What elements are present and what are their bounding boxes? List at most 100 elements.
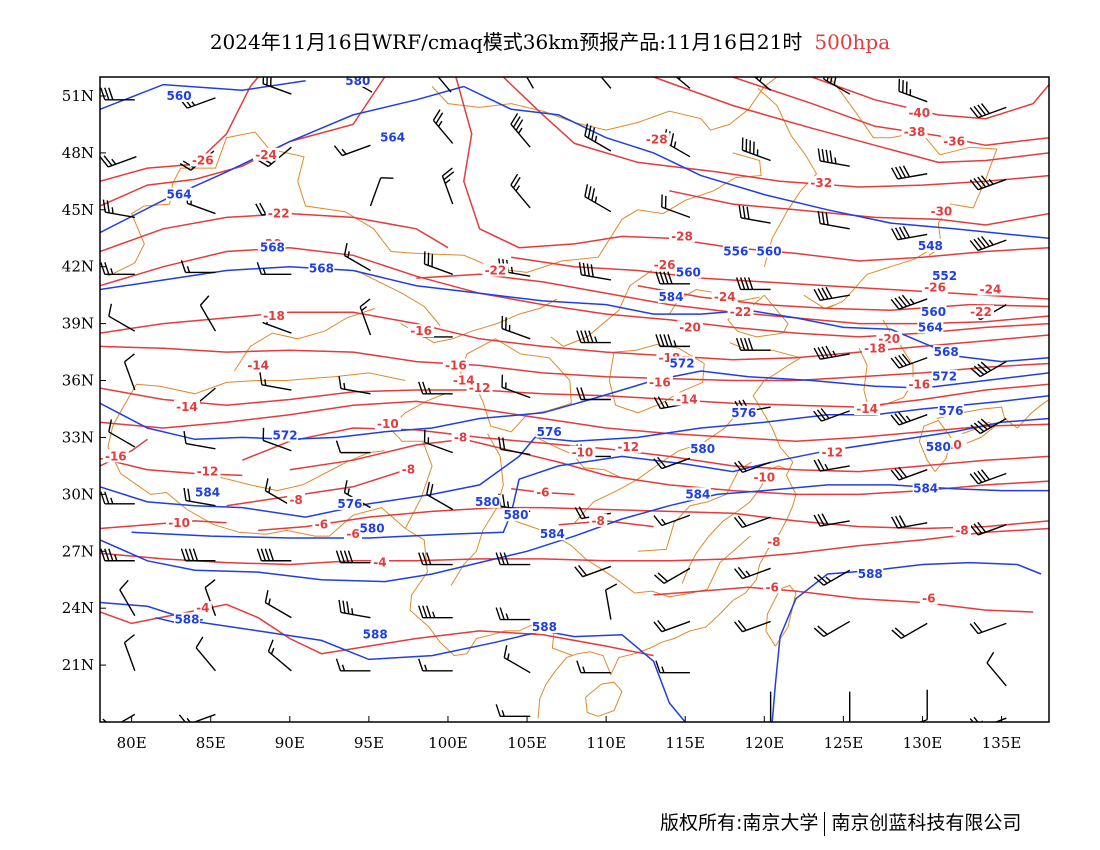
temperature-label: -24 xyxy=(255,148,277,162)
temperature-contour xyxy=(811,77,1049,120)
height-label: 552 xyxy=(932,269,957,283)
wind-barb xyxy=(338,375,371,395)
temperature-label-bg xyxy=(669,229,696,243)
y-tick-label: 48N xyxy=(62,144,94,162)
height-label-bg xyxy=(912,481,939,495)
wind-barb xyxy=(100,155,137,168)
temperature-label-bg xyxy=(569,445,596,459)
wind-barb xyxy=(969,469,1007,485)
height-label: 588 xyxy=(363,628,388,642)
height-label-bg xyxy=(359,521,386,535)
height-label: 576 xyxy=(337,497,362,511)
height-label: 560 xyxy=(676,265,701,279)
wind-barb xyxy=(180,260,216,274)
wind-barb xyxy=(108,419,136,448)
height-label-bg xyxy=(308,261,335,275)
temperature-label: -6 xyxy=(346,527,359,541)
temperature-label: -28 xyxy=(671,229,693,243)
wind-barb xyxy=(183,430,216,450)
temperature-label: -26 xyxy=(654,258,676,272)
copyright: 版权所有:南京大学 南京创蓝科技有限公司 xyxy=(660,808,1021,836)
wind-barb xyxy=(267,639,292,672)
wind-barb xyxy=(969,175,1007,191)
height-label-bg xyxy=(917,320,944,334)
height-label: 572 xyxy=(932,370,957,384)
height-label-bg xyxy=(173,612,200,626)
wind-barb xyxy=(256,548,292,562)
wind-barb xyxy=(970,360,1007,378)
height-label: 580 xyxy=(360,522,385,536)
height-label: 584 xyxy=(685,487,710,501)
height-label: 588 xyxy=(532,620,557,634)
wind-barb xyxy=(653,456,691,470)
temperature-label: -40 xyxy=(908,106,930,120)
wind-barb xyxy=(437,77,452,93)
wind-barb xyxy=(195,636,216,672)
temperature-label: -8 xyxy=(955,523,968,537)
y-axis: 51N 48N 45N 42N 39N 36N 33N 30N 27N 24N 21N xyxy=(62,87,106,674)
temperature-label: -12 xyxy=(821,446,843,460)
height-label: 572 xyxy=(670,356,695,370)
wind-barb xyxy=(604,583,618,620)
temperature-label-bg xyxy=(253,147,280,161)
temperature-label: -14 xyxy=(676,393,698,407)
wind-barb xyxy=(767,691,772,722)
temperature-label: -14 xyxy=(453,374,475,388)
pressure-level-label: 500hpa xyxy=(814,30,891,54)
temperature-contour xyxy=(100,345,1049,382)
temperature-contour xyxy=(289,438,1049,496)
temperature-label-bg xyxy=(370,555,389,569)
temperature-label: -4 xyxy=(373,556,386,570)
wind-barb xyxy=(180,548,216,562)
height-label-bg xyxy=(502,508,529,522)
height-label: 584 xyxy=(195,485,220,499)
wind-barb xyxy=(525,77,534,89)
temperature-contour xyxy=(100,311,1049,361)
height-label-bg xyxy=(272,428,299,442)
wind-barb xyxy=(578,262,611,281)
wind-barb xyxy=(100,262,135,275)
height-label: 556 xyxy=(723,245,748,259)
height-label: 564 xyxy=(167,188,192,202)
y-tick-label: 39N xyxy=(62,315,94,333)
wind-barb xyxy=(655,334,690,348)
temperature-label-bg xyxy=(651,257,678,271)
height-label-bg xyxy=(857,567,884,581)
wind-barb xyxy=(969,521,1007,536)
temperature-label-bg xyxy=(906,377,933,391)
temperature-label: -26 xyxy=(192,153,214,167)
wind-barb xyxy=(102,199,135,219)
wind-barb xyxy=(262,427,292,452)
x-tick-label: 90E xyxy=(275,734,305,752)
height-label: 588 xyxy=(174,613,199,627)
height-label: 576 xyxy=(938,404,963,418)
temperature-label: -6 xyxy=(766,580,779,594)
height-label-bg xyxy=(536,424,563,438)
temperature-contour xyxy=(100,77,386,207)
temperature-label-bg xyxy=(615,439,642,453)
y-tick-label: 24N xyxy=(62,599,94,617)
wind-barb xyxy=(576,330,611,344)
wind-barb xyxy=(495,704,531,718)
wind-barb xyxy=(359,298,372,336)
y-tick-label: 51N xyxy=(62,87,94,105)
temperature-label-bg xyxy=(953,523,972,537)
x-axis: 80E 85E 90E 95E 100E 105E 110E 115E 120E 125E 130E… xyxy=(117,716,1021,752)
height-label-bg xyxy=(474,494,501,508)
wind-barb xyxy=(423,251,453,275)
wind-barb xyxy=(584,123,612,152)
height-contour xyxy=(100,601,686,722)
wind-barb xyxy=(813,458,850,472)
height-label-bg xyxy=(531,620,558,634)
temperature-label-bg xyxy=(374,417,401,431)
height-label-bg xyxy=(920,305,947,319)
temperature-label-bg xyxy=(265,206,292,220)
temperature-label: -10 xyxy=(572,446,594,460)
x-tick-label: 105E xyxy=(507,734,547,752)
temperature-label: -8 xyxy=(402,463,415,477)
temperature-contour xyxy=(653,77,1049,164)
height-label: 588 xyxy=(858,567,883,581)
wind-barb xyxy=(123,353,136,391)
temperature-label-bg xyxy=(919,591,938,605)
height-label: 560 xyxy=(921,305,946,319)
